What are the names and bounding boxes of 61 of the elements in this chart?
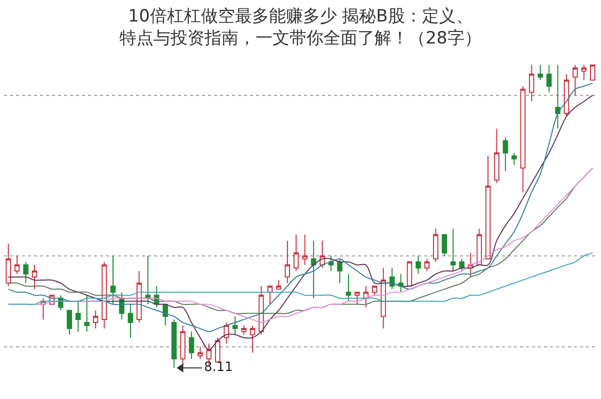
- candlestick: [136, 270, 142, 323]
- candlestick: [258, 286, 264, 336]
- candlestick: [372, 286, 378, 296]
- candlestick: [92, 310, 98, 330]
- candlestick: [294, 234, 299, 272]
- candlestick: [380, 267, 386, 330]
- candlestick: [180, 325, 186, 366]
- candlestick: [337, 258, 342, 284]
- candlestick: [145, 255, 151, 305]
- candlestick: [232, 316, 238, 336]
- candlestick: [23, 261, 28, 284]
- candlestick: [328, 255, 334, 272]
- candlestick: [171, 318, 177, 368]
- candlestick: [363, 286, 369, 308]
- candlestick: [590, 64, 596, 81]
- chart-title: 10倍杠杠做空最多能赚多少 揭秘B股：定义、特点与投资指南，一文带你全面了解！（28字）: [120, 6, 482, 49]
- candlestick: [241, 325, 246, 336]
- candlestick: [198, 346, 203, 360]
- candlestick: [188, 331, 194, 360]
- candlestick: [389, 267, 395, 290]
- candlestick: [555, 64, 560, 130]
- candlestick: [398, 274, 404, 293]
- candlestick: [354, 292, 360, 305]
- candlestick: [494, 128, 500, 184]
- candlestick: [416, 255, 421, 275]
- candlestick: [128, 304, 134, 338]
- candlestick: [502, 137, 508, 172]
- candlestick: [581, 64, 587, 81]
- candlestick: [485, 155, 491, 260]
- candlestick: [406, 261, 412, 287]
- candlestick: [546, 64, 552, 93]
- candlestick: [66, 310, 72, 336]
- candlestick: [459, 258, 464, 272]
- candlestick: [32, 264, 38, 290]
- candlestick: [250, 325, 256, 354]
- candlestick: [528, 64, 534, 102]
- candlestick: [215, 337, 220, 362]
- candlestick: [14, 255, 20, 275]
- candlestick: [476, 228, 482, 266]
- candlestick: [276, 280, 282, 290]
- candlestick: [84, 294, 90, 332]
- candlestick: [6, 243, 11, 287]
- candlestick: [538, 64, 543, 81]
- candlestick: [346, 274, 352, 302]
- candlestick: [520, 86, 526, 193]
- candlestick: [75, 300, 81, 332]
- candlestick: [442, 234, 448, 256]
- candlestick: [572, 64, 578, 96]
- candlestick: [284, 240, 290, 284]
- candlestick: [162, 304, 168, 326]
- candlestick: [267, 286, 273, 305]
- candlestick: [102, 261, 107, 330]
- candlestick: [424, 258, 430, 272]
- candlestick: [302, 234, 308, 266]
- candlestick: [450, 228, 456, 272]
- candlestick: [512, 152, 517, 166]
- candlestick: [310, 240, 316, 299]
- candlestick: [110, 255, 116, 305]
- annotation: 8.11: [204, 360, 233, 375]
- candlestick: [564, 74, 570, 118]
- candlestick: [433, 228, 438, 262]
